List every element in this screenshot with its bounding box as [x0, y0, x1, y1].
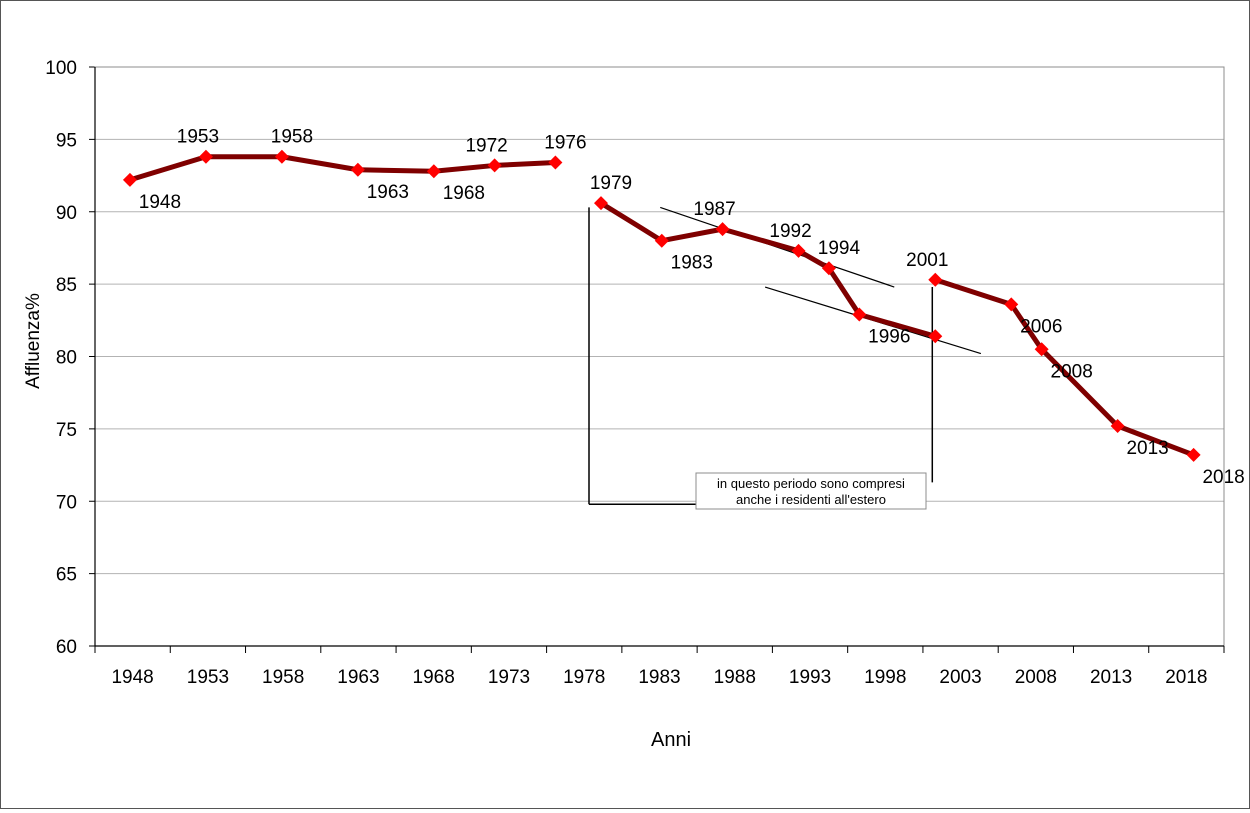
x-tick-label: 2013: [1090, 667, 1132, 688]
x-tick-label: 1958: [262, 667, 304, 688]
y-tick-label: 75: [56, 420, 77, 441]
axes: 60 65 70 75 80 85 90 95 100 1948 1953 1958 1963 1968 1…: [45, 58, 1225, 688]
x-tick-label: 1983: [638, 667, 680, 688]
x-tick-label: 1968: [413, 667, 455, 688]
x-tick-label: 2008: [1015, 667, 1057, 688]
x-tick-label: 1948: [111, 667, 153, 688]
data-point-marker: [654, 233, 669, 248]
annotation-text: anche i residenti all'estero: [736, 492, 886, 507]
data-point-marker: [715, 222, 730, 237]
x-axis-title: Anni: [651, 729, 691, 751]
data-point-label: 1996: [868, 327, 910, 348]
data-point-label: 1987: [693, 199, 735, 220]
data-point-marker: [928, 329, 943, 344]
data-point-label: 1979: [590, 173, 632, 194]
data-point-label: 1953: [177, 127, 219, 148]
data-point-label: 1968: [443, 183, 485, 204]
series-group: [122, 149, 1201, 462]
data-point-marker: [487, 158, 502, 173]
x-tick-label: 1978: [563, 667, 605, 688]
data-point-marker: [928, 272, 943, 287]
data-point-label: 2008: [1051, 361, 1093, 382]
annotation-box: [695, 472, 927, 510]
x-tick-label: 2018: [1165, 667, 1207, 688]
data-point-marker: [821, 261, 836, 276]
data-point-marker: [274, 149, 289, 164]
x-tick-label: 1988: [714, 667, 756, 688]
y-tick-label: 60: [56, 637, 77, 658]
data-point-label: 1992: [769, 221, 811, 242]
data-point-label: 1976: [544, 133, 586, 154]
y-tick-label: 70: [56, 492, 77, 513]
data-point-label: 1963: [367, 182, 409, 203]
data-point-label: 2006: [1020, 316, 1062, 337]
data-point-marker: [791, 243, 806, 258]
y-tick-label: 90: [56, 203, 77, 224]
data-point-label: 1948: [139, 192, 181, 213]
data-point-label: 1958: [271, 127, 313, 148]
y-axis-title: Affluenza%: [23, 293, 44, 389]
data-point-label: 1994: [818, 238, 861, 259]
x-tick-label: 2003: [939, 667, 981, 688]
data-point-marker: [1186, 447, 1201, 462]
series-line: [599, 200, 936, 339]
y-tick-label: 80: [56, 348, 77, 369]
data-point-marker: [198, 149, 213, 164]
x-tick-label: 1998: [864, 667, 906, 688]
y-tick-label: 65: [56, 565, 77, 586]
data-point-marker: [1110, 418, 1125, 433]
annotation-text: in questo periodo sono compresi: [717, 476, 905, 491]
y-tick-label: 95: [56, 130, 77, 151]
data-point-label: 2018: [1202, 467, 1244, 488]
x-tick-label: 1953: [187, 667, 229, 688]
y-tick-label: 100: [45, 58, 77, 79]
x-tick-label: 1963: [337, 667, 379, 688]
data-point-marker: [122, 172, 137, 187]
data-point-label: 2013: [1126, 438, 1168, 459]
y-tick-label: 85: [56, 275, 77, 296]
data-point-label: 1983: [671, 253, 713, 274]
x-tick-label: 1993: [789, 667, 831, 688]
data-point-marker: [852, 307, 867, 322]
data-point-marker: [1034, 342, 1049, 357]
data-point-marker: [1004, 297, 1019, 312]
data-point-marker: [593, 196, 608, 211]
data-point-label: 2001: [906, 250, 948, 271]
data-point-marker: [350, 162, 365, 177]
data-point-marker: [548, 155, 563, 170]
data-point-label: 1972: [465, 135, 507, 156]
gridlines: [95, 66, 1224, 575]
data-point-marker: [426, 164, 441, 179]
x-tick-label: 1973: [488, 667, 530, 688]
